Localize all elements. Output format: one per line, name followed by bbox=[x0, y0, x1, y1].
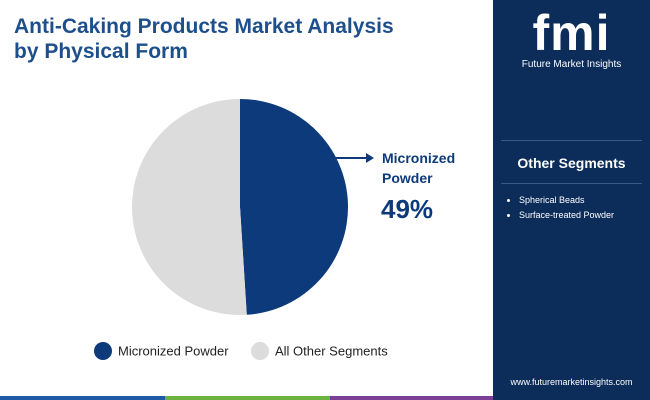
stripe bbox=[493, 396, 650, 400]
website: www.futuremarketinsights.com bbox=[510, 377, 633, 387]
legend-label: Micronized Powder bbox=[118, 343, 229, 358]
divider bbox=[501, 140, 642, 141]
pie-slice bbox=[240, 98, 349, 315]
stripe bbox=[165, 396, 330, 400]
callout-arrow-head bbox=[366, 153, 374, 163]
brand-name: Future Market Insights bbox=[521, 59, 622, 70]
legend-swatch bbox=[251, 342, 269, 360]
legend-swatch bbox=[94, 342, 112, 360]
divider bbox=[501, 183, 642, 184]
sidebar-heading: Other Segments bbox=[517, 155, 626, 171]
segment-list: Spherical Beads Surface-treated Powder bbox=[507, 193, 614, 223]
chart-title: Anti-Caking Products Market Analysis by … bbox=[14, 15, 394, 63]
segment-item: Spherical Beads bbox=[519, 193, 614, 208]
callout-label: Micronized Powder bbox=[382, 150, 456, 186]
pie-slice bbox=[132, 99, 247, 315]
chart: Micronized Powder All Other Segments bbox=[94, 98, 388, 360]
legend-label: All Other Segments bbox=[275, 343, 388, 358]
stripe bbox=[330, 396, 493, 400]
logo: fmi bbox=[532, 5, 611, 61]
stripe bbox=[0, 396, 165, 400]
segment-item: Surface-treated Powder bbox=[519, 208, 614, 223]
callout-value: 49% bbox=[381, 194, 434, 224]
sidebar: fmi Future Market Insights Other Segment… bbox=[493, 0, 650, 396]
